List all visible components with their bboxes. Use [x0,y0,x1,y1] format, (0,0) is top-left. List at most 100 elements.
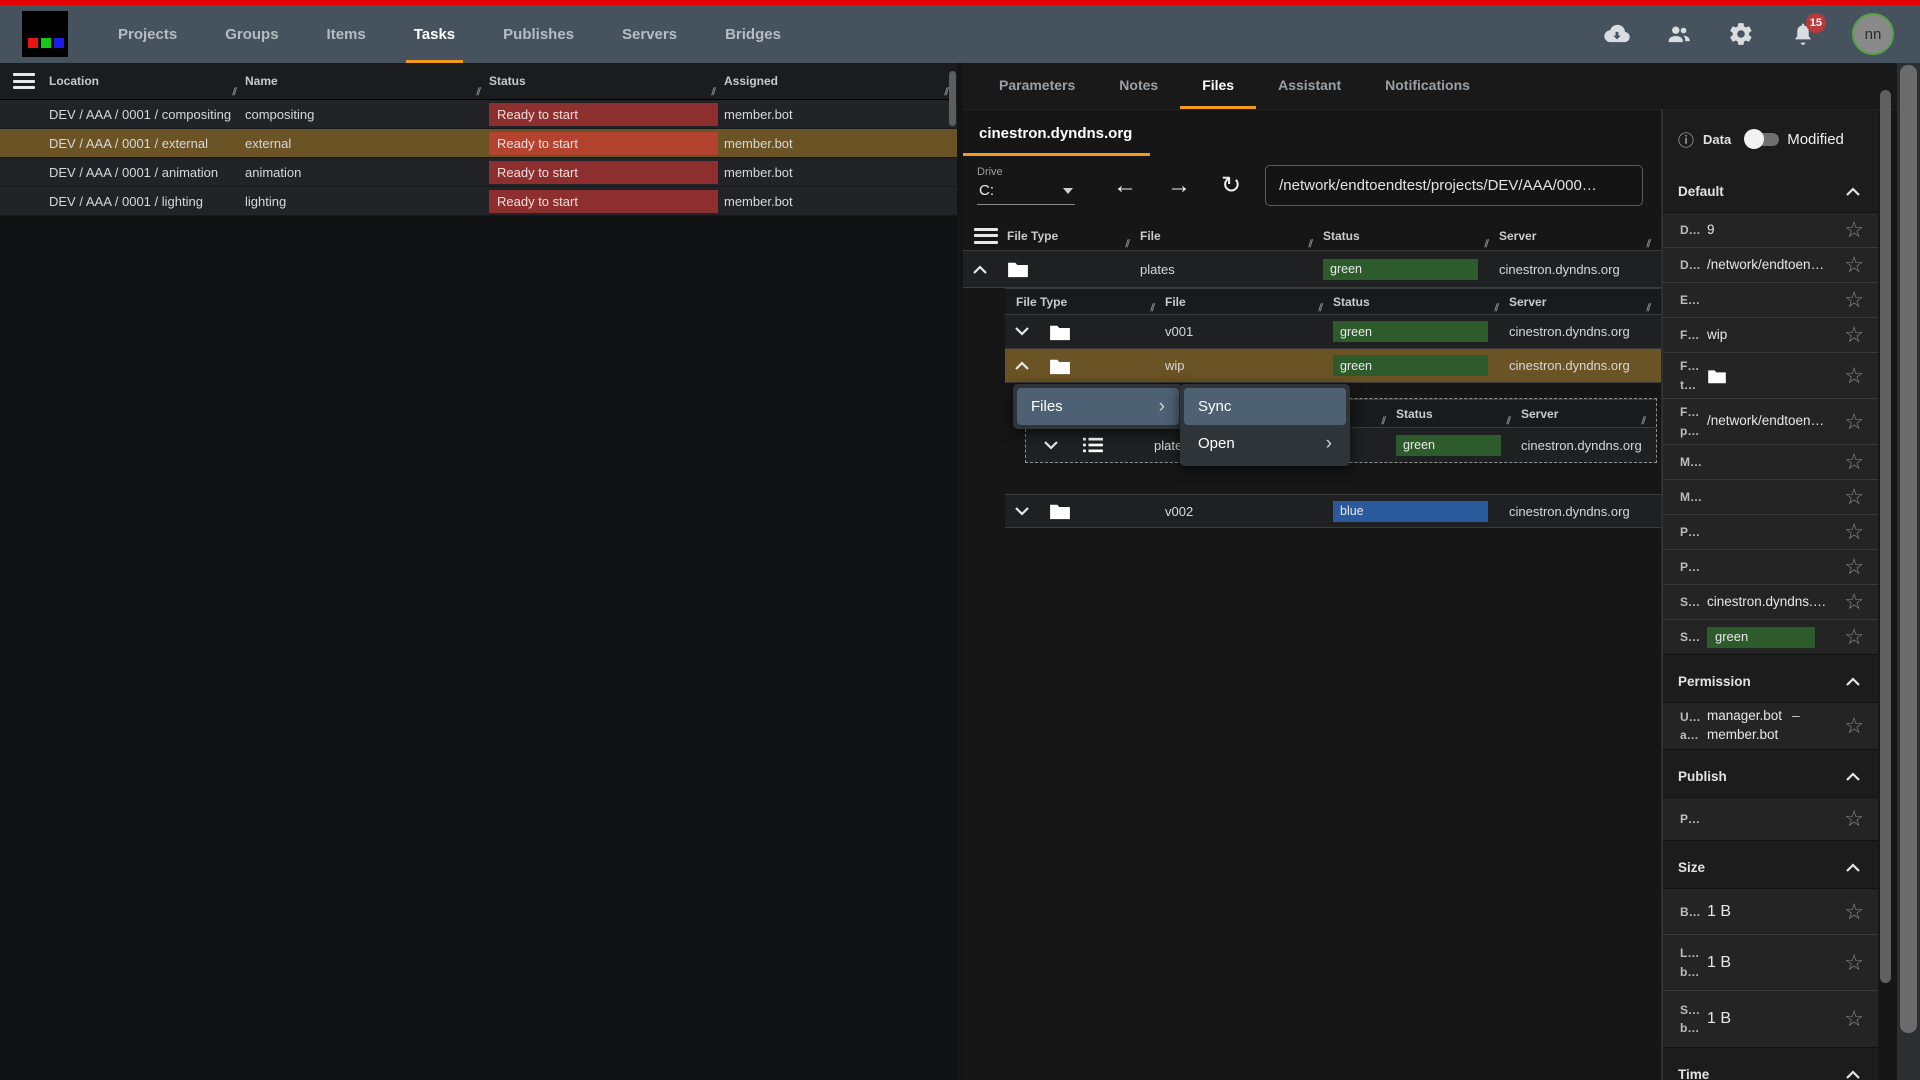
star-icon[interactable]: ☆ [1844,217,1864,242]
section-header-size[interactable]: Size [1663,841,1878,888]
nav-item-items[interactable]: Items [326,25,366,43]
sidebar-scrollbar[interactable] [1880,90,1891,983]
chevron-up-icon[interactable] [973,264,999,274]
files-menu-icon[interactable] [974,227,998,244]
star-icon[interactable]: ☆ [1844,806,1864,832]
column-header-status[interactable]: Status [1396,400,1521,428]
nav-item-tasks[interactable]: Tasks [390,5,479,63]
context-menu-item-files[interactable]: Files › [1017,388,1179,425]
table-row[interactable]: DEV / AAA / 0001 / lighting lighting Rea… [0,187,957,216]
file-row-v002[interactable]: v002 blue cinestron.dyndns.org [1005,494,1661,528]
submenu-item-sync[interactable]: Sync [1184,388,1346,425]
file-row-wip-selected[interactable]: wip green cinestron.dyndns.org [1005,349,1661,383]
property-row[interactable]: M… ☆ [1663,480,1878,516]
chevron-up-icon[interactable] [1846,187,1860,196]
property-row[interactable]: L… b… 1 B ☆ [1663,935,1878,992]
property-row[interactable]: D… 9 ☆ [1663,213,1878,248]
chevron-up-icon[interactable] [1015,361,1041,370]
property-row[interactable]: S… green ☆ [1680,624,1864,650]
chevron-up-icon[interactable] [1846,863,1860,873]
star-icon[interactable]: ☆ [1844,362,1864,388]
nav-item-projects[interactable]: Projects [118,25,178,43]
tasks-scrollbar[interactable] [949,71,956,126]
table-row-selected[interactable]: DEV / AAA / 0001 / external external Rea… [0,129,957,158]
property-row[interactable]: S… cinestron.dyndns.… ☆ [1663,585,1878,621]
nav-item-bridges[interactable]: Bridges [725,25,781,43]
column-header-name[interactable]: Name [245,63,489,99]
column-header-file-type[interactable]: File Type [1016,289,1165,315]
star-icon[interactable]: ☆ [1844,449,1864,475]
server-tab[interactable]: cinestron.dyndns.org [963,110,1151,156]
property-row[interactable]: P… ☆ [1680,806,1864,832]
users-icon[interactable] [1666,21,1692,47]
user-avatar[interactable]: nn [1852,13,1894,55]
column-header-server[interactable]: Server [1499,221,1661,251]
column-header-server[interactable]: Server [1521,400,1656,428]
section-header-permission[interactable]: Permission [1663,655,1878,702]
star-icon[interactable]: ☆ [1844,949,1864,975]
star-icon[interactable]: ☆ [1844,554,1864,580]
nav-item-servers[interactable]: Servers [622,25,678,43]
back-arrow-icon[interactable]: ← [1113,171,1137,199]
info-icon[interactable]: ⓘ [1678,133,1695,150]
star-icon[interactable]: ☆ [1844,252,1864,277]
app-logo[interactable] [22,11,68,57]
column-header-server[interactable]: Server [1509,289,1661,315]
property-row[interactable]: D… /network/endtoen… ☆ [1663,248,1878,283]
star-icon[interactable]: ☆ [1844,322,1864,347]
tab-files[interactable]: Files [1180,63,1257,109]
property-row[interactable]: P… ☆ [1663,515,1878,551]
column-header-file[interactable]: File [1140,221,1323,251]
star-icon[interactable]: ☆ [1844,484,1864,510]
chevron-down-icon[interactable] [1015,327,1041,336]
star-icon[interactable]: ☆ [1844,1006,1864,1032]
refresh-icon[interactable]: ↻ [1221,171,1242,199]
settings-gear-icon[interactable] [1728,21,1754,47]
drive-select[interactable]: Drive C: [977,166,1081,205]
chevron-down-icon[interactable] [1044,440,1070,450]
column-header-file[interactable]: File [1165,289,1333,315]
section-header-publish[interactable]: Publish [1663,750,1878,797]
nav-item-groups[interactable]: Groups [225,25,279,43]
chevron-down-icon[interactable] [1015,506,1041,516]
forward-arrow-icon[interactable]: → [1167,171,1191,199]
column-header-status[interactable]: Status [1323,221,1499,251]
property-row[interactable]: S… b… 1 B ☆ [1680,1002,1864,1036]
table-row[interactable]: DEV / AAA / 0001 / compositing compositi… [0,100,957,129]
star-icon[interactable]: ☆ [1844,713,1864,739]
property-row[interactable]: F… t… ☆ [1663,353,1878,400]
star-icon[interactable]: ☆ [1844,898,1864,924]
nav-item-publishes[interactable]: Publishes [503,25,575,43]
notifications-bell-icon[interactable]: 15 [1790,13,1826,47]
file-row-v001[interactable]: v001 green cinestron.dyndns.org [1005,315,1661,349]
property-row[interactable]: F… wip ☆ [1663,318,1878,353]
property-row[interactable]: F… p… /network/endtoen… ☆ [1663,399,1878,446]
column-header-location[interactable]: Location [49,63,245,99]
modified-toggle[interactable] [1744,128,1780,149]
property-row[interactable]: E… ☆ [1663,283,1878,318]
property-row[interactable]: U… a… manager.bot – member.bot ☆ [1680,708,1864,743]
property-row[interactable]: M… ☆ [1663,445,1878,481]
cloud-download-icon[interactable] [1604,21,1630,47]
section-header-time[interactable]: Time [1663,1048,1878,1080]
star-icon[interactable]: ☆ [1844,519,1864,545]
column-header-status[interactable]: Status [489,63,724,99]
window-scrollbar[interactable] [1900,65,1917,1033]
star-icon[interactable]: ☆ [1844,408,1864,434]
section-header-default[interactable]: Default [1663,165,1878,212]
column-header-file-type[interactable]: File Type [1007,221,1140,251]
property-row[interactable]: P… ☆ [1663,550,1878,586]
path-input[interactable]: /network/endtoendtest/projects/DEV/AAA/0… [1265,165,1644,206]
tab-notes[interactable]: Notes [1119,76,1159,93]
submenu-item-open[interactable]: Open › [1198,432,1332,454]
file-row-plates[interactable]: plates green cinestron.dyndns.org [963,251,1661,288]
star-icon[interactable]: ☆ [1844,589,1864,615]
tasks-menu-icon[interactable] [13,73,35,89]
star-icon[interactable]: ☆ [1844,287,1864,312]
property-row[interactable]: B… 1 B ☆ [1663,889,1878,936]
column-header-assigned[interactable]: Assigned [724,63,957,99]
chevron-up-icon[interactable] [1846,772,1860,782]
chevron-up-icon[interactable] [1846,677,1860,687]
tab-parameters[interactable]: Parameters [999,76,1076,93]
tab-assistant[interactable]: Assistant [1278,76,1342,93]
